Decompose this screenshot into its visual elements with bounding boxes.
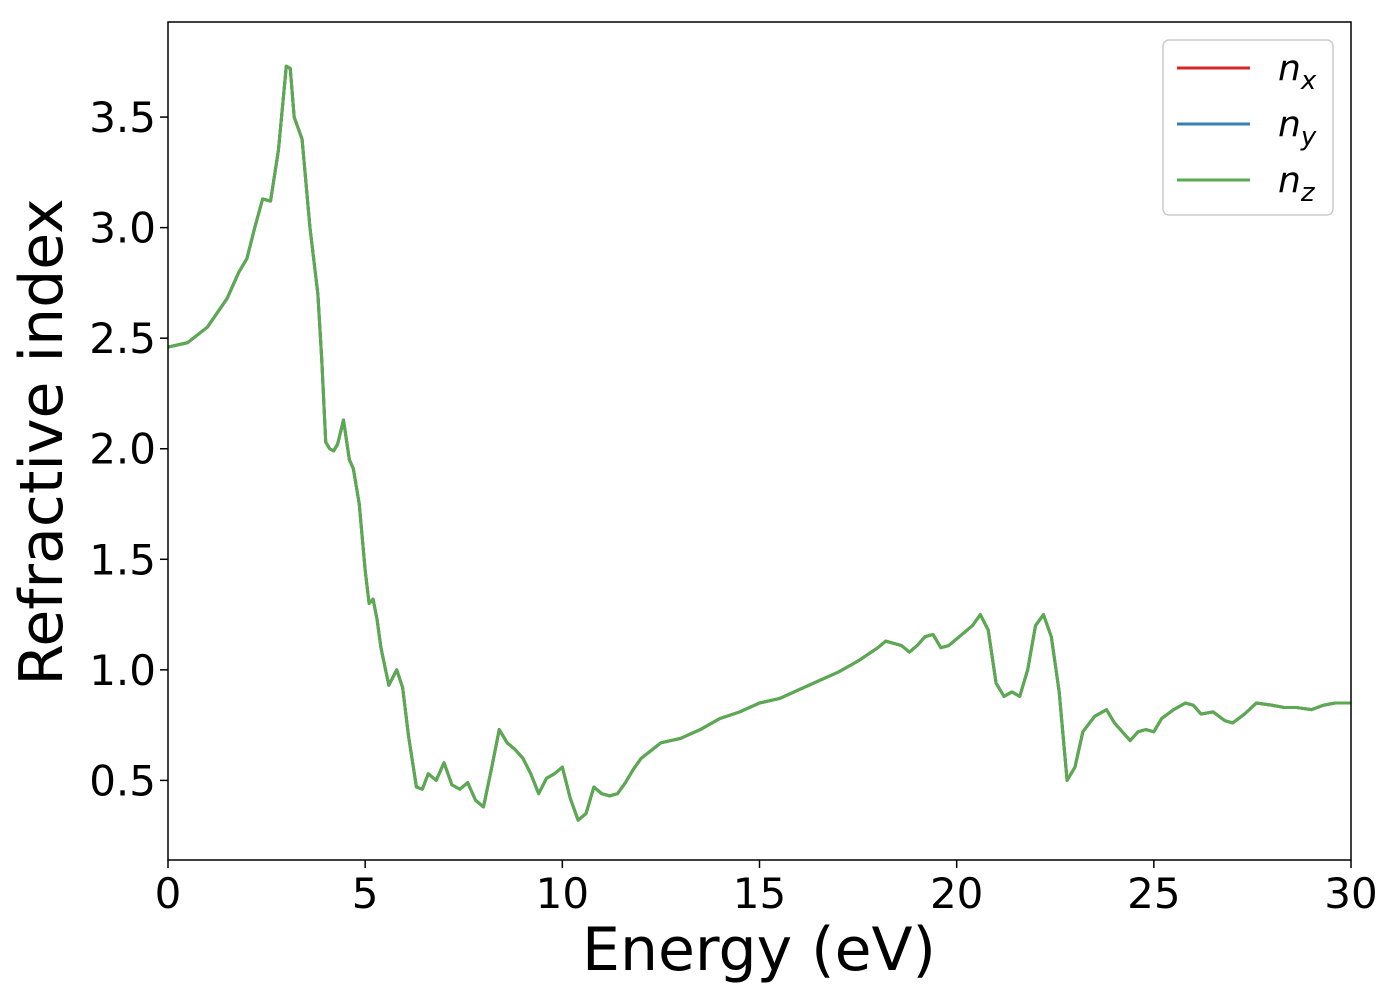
- x-tick-label: 15: [733, 869, 786, 918]
- x-tick-label: 5: [352, 869, 379, 918]
- legend-box: [1162, 39, 1334, 216]
- y-tick-label: 2.5: [89, 314, 156, 363]
- legend: nx ny nz: [1162, 39, 1334, 216]
- legend-label-n-y: ny: [1278, 104, 1317, 152]
- legend-label-n-x: nx: [1278, 48, 1317, 96]
- series-layer: [167, 64, 1351, 822]
- series-line-n-z: [167, 64, 1351, 822]
- x-axis-label: Energy (eV): [582, 915, 936, 985]
- x-tick-label: 20: [930, 869, 983, 918]
- x-tick-label: 0: [155, 869, 182, 918]
- y-tick-label: 1.5: [89, 535, 156, 584]
- x-tick-label: 10: [536, 869, 589, 918]
- y-tick-label: 1.0: [89, 646, 156, 695]
- y-axis-label: Refractive index: [7, 198, 77, 685]
- y-tick-label: 3.0: [89, 204, 156, 253]
- axes-layer: 0 5 10 15 20 25 30 0.5 1.0 1.5 2.0 2.5 3.0 3.5: [89, 21, 1378, 918]
- y-tick-label: 2.0: [89, 425, 156, 474]
- y-tick-label: 3.5: [89, 93, 156, 142]
- y-tick-label: 0.5: [89, 756, 156, 805]
- legend-label-n-z: nz: [1278, 160, 1316, 208]
- x-tick-label: 30: [1324, 869, 1377, 918]
- x-tick-label: 25: [1127, 869, 1180, 918]
